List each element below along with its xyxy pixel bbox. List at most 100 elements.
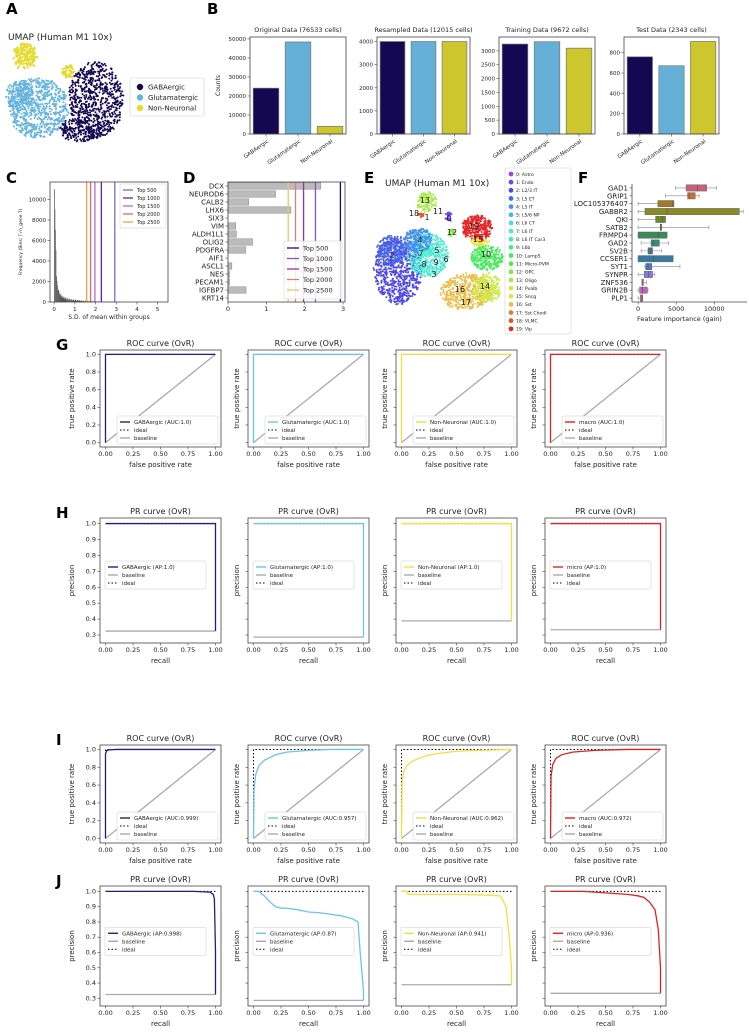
- umap-point: [64, 103, 67, 106]
- umap-point: [21, 79, 24, 82]
- panel-I-letter: I: [56, 731, 62, 749]
- plot-frame: [49, 181, 169, 303]
- umap-point: [405, 277, 408, 280]
- umap-point: [19, 125, 22, 128]
- umap-point: [61, 109, 64, 112]
- umap-point: [419, 231, 422, 234]
- umap-point: [81, 116, 84, 119]
- umap-point: [91, 90, 94, 93]
- umap-point: [22, 101, 25, 104]
- umap-point: [119, 92, 122, 95]
- umap-point: [81, 106, 84, 109]
- umap-point: [46, 88, 49, 91]
- umap-point: [43, 130, 46, 133]
- bar: [501, 43, 529, 135]
- y-axis-label: Frequency (Bins: Γ√n_gene ⅂): [18, 209, 24, 276]
- umap-point: [406, 297, 409, 300]
- umap-point: [407, 274, 410, 277]
- umap-point: [30, 55, 34, 58]
- umap-point: [416, 263, 419, 266]
- umap-point: [14, 90, 17, 93]
- histogram-bar: [79, 300, 81, 302]
- umap-point: [117, 103, 120, 106]
- x-tick-label: 2: [303, 305, 307, 313]
- umap-point: [108, 114, 111, 117]
- umap-point: [72, 105, 75, 108]
- umap-point: [80, 139, 83, 142]
- umap-point: [96, 134, 99, 137]
- umap-point: [383, 292, 386, 295]
- histogram-bar: [70, 300, 71, 302]
- umap-point: [83, 109, 86, 112]
- umap-point: [491, 255, 494, 258]
- y-tick-label: 8000: [32, 218, 46, 224]
- umap-point: [16, 114, 19, 117]
- umap-point: [19, 96, 22, 99]
- umap-point: [12, 107, 15, 110]
- umap-point: [30, 135, 33, 138]
- umap-point: [472, 295, 475, 298]
- umap-point: [99, 70, 102, 73]
- umap-point: [376, 250, 379, 253]
- histogram-bar: [74, 299, 76, 302]
- umap-point: [26, 66, 29, 69]
- umap-point: [35, 94, 38, 97]
- umap-point: [68, 73, 72, 76]
- umap-point: [92, 131, 95, 134]
- category-label: Non-Neuronal: [424, 138, 459, 165]
- umap-point: [428, 266, 431, 269]
- umap-point: [37, 106, 40, 109]
- umap-point: [23, 48, 27, 52]
- umap-point: [77, 131, 80, 134]
- umap-point: [99, 88, 102, 91]
- umap-point: [60, 111, 63, 114]
- umap-point: [15, 86, 18, 89]
- umap-point: [96, 118, 99, 121]
- umap-point: [382, 238, 385, 241]
- umap-point: [389, 238, 392, 241]
- umap-point: [400, 298, 403, 301]
- legend-label: Top 1000: [136, 196, 160, 202]
- umap-point: [112, 127, 115, 130]
- umap-point: [103, 122, 106, 125]
- umap-point: [55, 89, 58, 92]
- umap-point: [9, 83, 12, 86]
- umap-point: [401, 252, 404, 255]
- umap-point: [62, 101, 65, 104]
- umap-point: [105, 88, 108, 91]
- panel-C-letter: C: [6, 169, 17, 187]
- umap-point: [70, 122, 73, 125]
- umap-point: [376, 279, 379, 282]
- umap-point: [30, 78, 33, 81]
- umap-point: [10, 98, 13, 101]
- umap-point: [53, 99, 56, 102]
- umap-point: [85, 85, 88, 88]
- histogram-bar: [78, 301, 80, 302]
- umap-point: [36, 92, 39, 95]
- y-tick-label: 500: [485, 118, 496, 124]
- umap-point: [17, 98, 20, 101]
- umap-point: [392, 247, 395, 250]
- umap-point: [387, 284, 390, 287]
- umap-point: [397, 245, 400, 248]
- umap-point: [94, 111, 97, 114]
- histogram-bar: [72, 299, 74, 302]
- umap-point: [82, 132, 85, 135]
- umap-point: [29, 117, 32, 120]
- umap-point: [20, 122, 23, 125]
- gene-label: SIX3: [208, 215, 224, 223]
- umap-point: [431, 233, 434, 236]
- umap-point: [78, 76, 81, 79]
- umap-point: [80, 96, 83, 99]
- umap-point: [71, 114, 74, 117]
- umap-point: [480, 264, 483, 267]
- umap-point: [79, 69, 82, 72]
- umap-point: [98, 79, 101, 82]
- umap-point: [428, 192, 431, 195]
- umap-point: [72, 136, 75, 139]
- umap-point: [48, 101, 51, 104]
- legend-label: GABAergic: [148, 84, 185, 92]
- umap-point: [22, 96, 25, 99]
- umap-point: [71, 108, 74, 111]
- umap-point: [16, 60, 19, 64]
